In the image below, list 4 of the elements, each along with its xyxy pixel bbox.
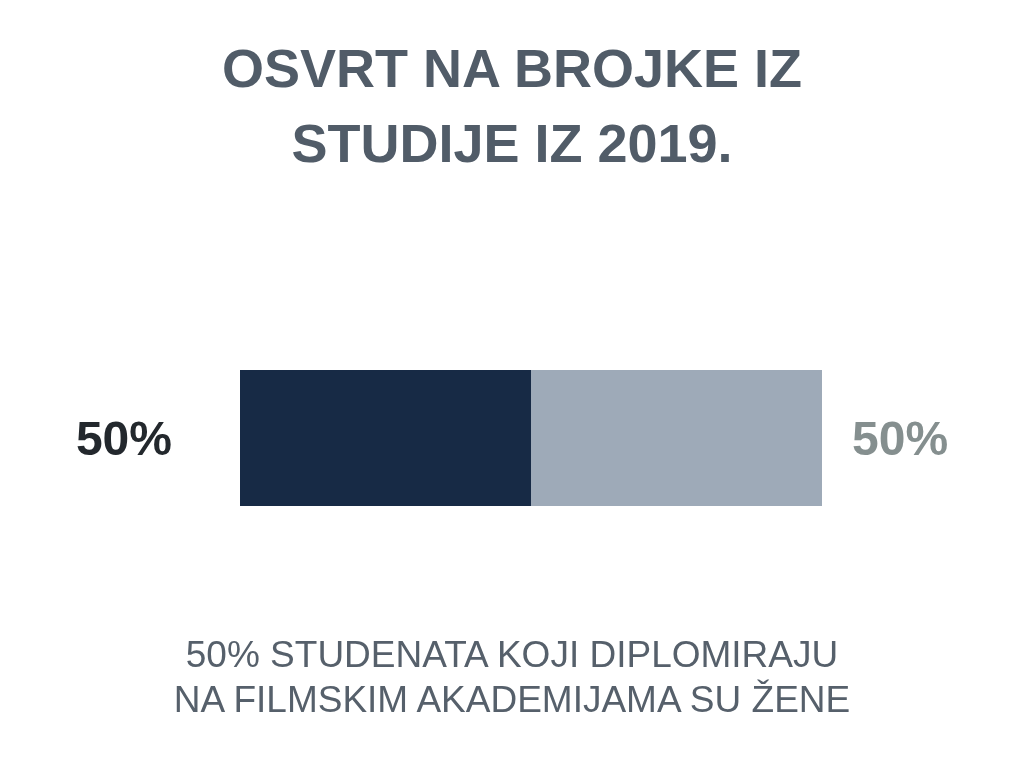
data-label: 50% [852,411,949,465]
chart-title: OSVRT NA BROJKE IZ STUDIJE IZ 2019. [220,37,804,175]
data-label: 50% [75,411,172,465]
text: 50% STUDENATA KOJI DIPLOMIRAJU NA FILMSKIM AKADEMIJAMA SU ŽENE [172,633,852,722]
